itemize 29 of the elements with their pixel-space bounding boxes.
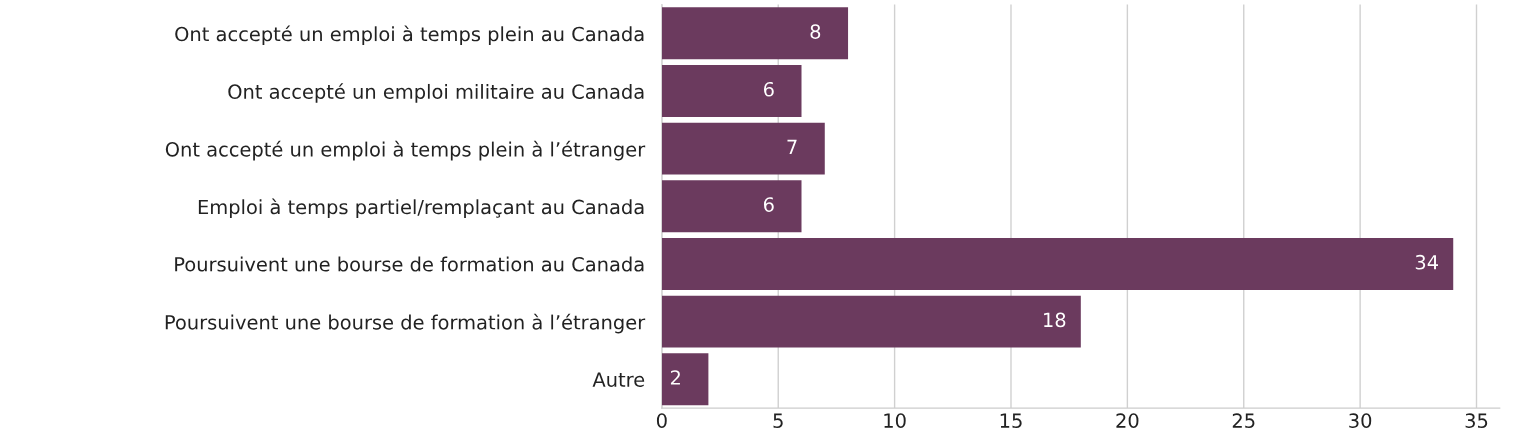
y-tick-label: Autre	[592, 372, 645, 387]
data-label: 6	[763, 81, 774, 97]
y-tick-label: Ont accepté un emploi à temps plein au Canada	[175, 25, 644, 46]
bar	[661, 122, 825, 175]
y-tick-label: Emploi à temps partiel/remplaçant au Canada	[198, 198, 644, 219]
data-label: 8	[810, 24, 821, 39]
x-tick-label: 0	[656, 413, 667, 428]
x-tick-label: 5	[773, 413, 783, 428]
y-tick-label: Ont accepté un emploi à temps plein à l’étranger	[165, 140, 646, 161]
x-tick-label: 15	[1000, 413, 1022, 428]
data-label: 6	[763, 197, 774, 212]
y-tick-label: Ont accepté un emploi militaire au Canada	[228, 83, 644, 103]
data-label: 34	[1415, 254, 1438, 270]
y-tick-label: Poursuivent une bourse de formation au Canada	[175, 256, 644, 272]
x-tick-label: 25	[1232, 413, 1255, 428]
data-label: 18	[1044, 312, 1066, 328]
x-tick-label: 10	[884, 413, 906, 428]
y-tick-label: Poursuivent une bourse de formation à l’étranger	[165, 313, 646, 334]
x-tick-label: 20	[1116, 413, 1139, 428]
bar	[661, 7, 849, 60]
bar	[661, 353, 709, 406]
data-label: 7	[787, 139, 797, 154]
bar	[661, 295, 1081, 348]
bar	[661, 180, 802, 233]
data-label: 2	[670, 370, 680, 385]
x-tick-label: 30	[1349, 413, 1372, 428]
bar	[661, 65, 802, 117]
x-tick-label: 35	[1465, 413, 1488, 428]
bar	[661, 237, 1454, 290]
